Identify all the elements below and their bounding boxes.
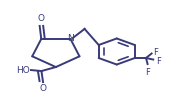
Text: O: O bbox=[40, 84, 47, 93]
Text: F: F bbox=[156, 57, 161, 66]
Text: N: N bbox=[67, 34, 74, 43]
Text: F: F bbox=[145, 68, 150, 77]
Text: HO: HO bbox=[16, 66, 29, 75]
Text: F: F bbox=[153, 48, 158, 57]
Text: O: O bbox=[38, 14, 45, 23]
